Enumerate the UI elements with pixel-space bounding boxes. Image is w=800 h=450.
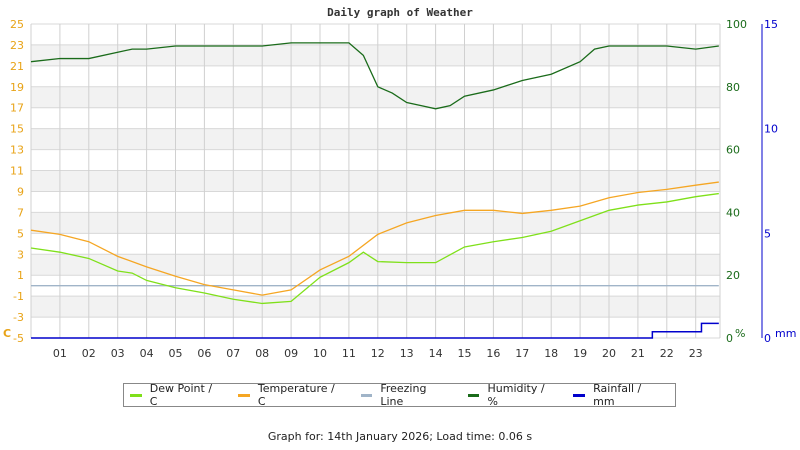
svg-text:13: 13 [400,347,414,360]
svg-text:20: 20 [726,269,740,282]
svg-text:mm: mm [775,327,796,340]
legend-label: Dew Point / C [149,382,213,408]
humidity-line [30,42,719,110]
hour-axis: 01 02 03 04 05 06 07 08 09 10 11 12 13 14 15 16 17 18 19 20… [53,347,703,360]
svg-text:0: 0 [726,332,733,345]
svg-text:1: 1 [17,269,24,282]
svg-text:17: 17 [10,102,24,115]
svg-text:01: 01 [53,347,67,360]
svg-text:5: 5 [17,227,24,240]
svg-text:%: % [735,327,745,340]
svg-text:23: 23 [689,347,703,360]
svg-text:15: 15 [10,123,24,136]
svg-text:12: 12 [371,347,385,360]
svg-text:10: 10 [313,347,327,360]
dew-point-c-line [30,192,719,305]
svg-text:40: 40 [726,206,740,219]
svg-text:80: 80 [726,81,740,94]
svg-text:23: 23 [10,39,24,52]
svg-text:11: 11 [10,165,24,178]
svg-text:100: 100 [726,18,747,31]
svg-text:18: 18 [544,347,558,360]
legend-item: Dew Point / C [130,382,222,408]
legend-swatch-icon [360,393,373,397]
temperature-c-line [30,181,719,296]
svg-text:21: 21 [10,60,24,73]
svg-text:20: 20 [602,347,616,360]
svg-text:-1: -1 [13,290,24,303]
svg-text:5: 5 [764,227,771,240]
svg-text:15: 15 [458,347,472,360]
legend-swatch-icon [467,393,480,397]
svg-text:0: 0 [764,332,771,345]
svg-text:02: 02 [82,347,96,360]
svg-text:15: 15 [764,18,778,31]
svg-text:25: 25 [10,18,24,31]
legend-swatch-icon [238,393,250,397]
svg-text:-5: -5 [13,332,24,345]
footer-info: Graph for: 14th January 2026; Load time:… [267,430,533,443]
data-series [30,42,719,339]
chart-title: Daily graph of Weather [327,6,473,19]
svg-text:14: 14 [429,347,443,360]
background-bands [31,44,720,318]
svg-text:11: 11 [342,347,356,360]
svg-text:16: 16 [486,347,500,360]
svg-text:-3: -3 [13,311,24,324]
svg-text:21: 21 [631,347,645,360]
svg-text:3: 3 [17,248,24,261]
legend-label: Rainfall / mm [593,382,642,408]
svg-text:60: 60 [726,144,740,157]
svg-text:05: 05 [169,347,183,360]
svg-text:08: 08 [255,347,269,360]
svg-text:22: 22 [660,347,674,360]
svg-text:9: 9 [17,185,24,198]
legend-item: Freezing Line [360,382,452,408]
svg-text:19: 19 [573,347,587,360]
legend-label: Humidity / % [487,382,545,408]
svg-text:09: 09 [284,347,298,360]
legend: Dew Point / C Temperature / C Freezing Lin… [123,382,676,408]
svg-text:06: 06 [197,347,211,360]
svg-text:04: 04 [140,347,154,360]
legend-swatch-icon [573,393,586,397]
legend-label: Freezing Line [380,382,427,408]
rainfall-mm-line [31,322,719,339]
legend-item: Temperature / C [238,382,344,408]
legend-swatch-icon [130,393,142,397]
svg-text:10: 10 [764,123,778,136]
legend-item: Humidity / % [467,382,558,408]
svg-text:17: 17 [515,347,529,360]
legend-label: Temperature / C [257,382,335,408]
svg-text:13: 13 [10,144,24,157]
humidity-axis: 0 20 40 60 80 100% [726,18,747,345]
legend-item: Rainfall / mm [573,382,665,408]
svg-text:03: 03 [111,347,125,360]
rainfall-axis: 0 5 10 15 mm [761,18,796,345]
svg-text:7: 7 [17,206,24,219]
svg-text:07: 07 [226,347,240,360]
svg-text:C: C [3,327,11,340]
svg-text:19: 19 [10,81,24,94]
